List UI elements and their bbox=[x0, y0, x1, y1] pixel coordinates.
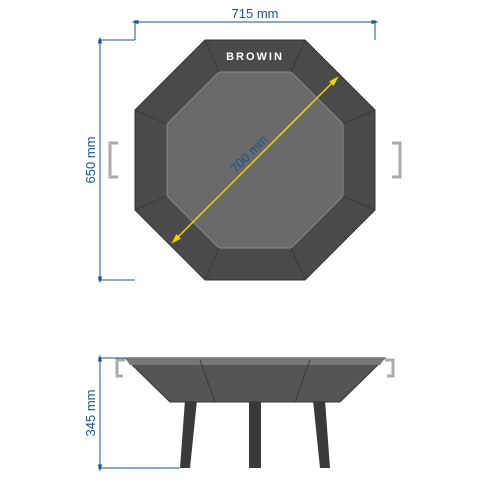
side-handle-right bbox=[385, 360, 393, 376]
bowl-rim bbox=[125, 358, 385, 365]
side-view bbox=[117, 358, 393, 468]
height-side-dim-label: 345 mm bbox=[83, 390, 98, 437]
leg-left bbox=[180, 400, 197, 468]
technical-drawing: BROWIN 700 mm 715 mm 650 mm bbox=[0, 0, 500, 500]
brand-label: BROWIN bbox=[226, 51, 284, 63]
width-dimension: 715 mm bbox=[135, 6, 375, 40]
handle-left bbox=[110, 143, 118, 177]
top-view: BROWIN 700 mm bbox=[110, 40, 400, 280]
leg-mid bbox=[249, 400, 261, 468]
drawing-canvas: BROWIN 700 mm 715 mm 650 mm bbox=[0, 0, 500, 500]
width-dim-label: 715 mm bbox=[232, 6, 279, 21]
height-top-dim-label: 650 mm bbox=[83, 137, 98, 184]
side-handle-left bbox=[117, 360, 125, 376]
handle-right bbox=[392, 143, 400, 177]
leg-right bbox=[313, 400, 330, 468]
